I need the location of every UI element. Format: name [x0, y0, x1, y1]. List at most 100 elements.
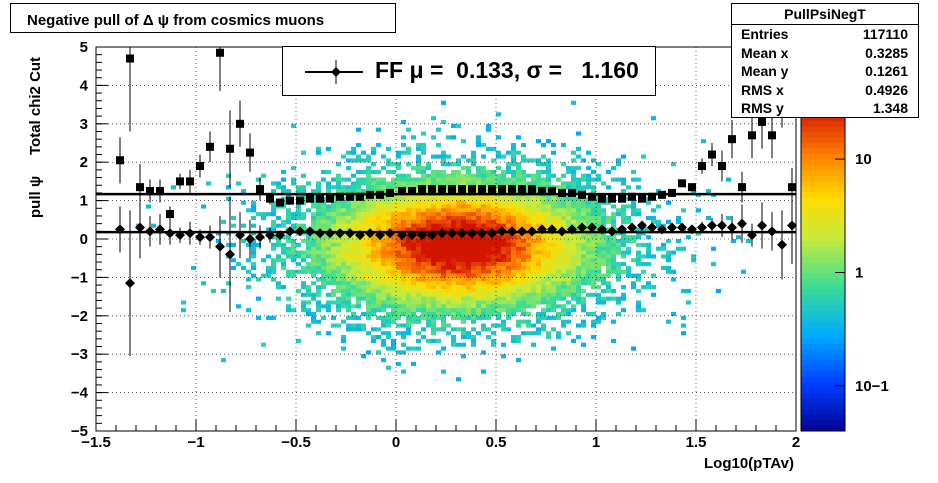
data-point-sigma: [326, 194, 334, 203]
data-point-sigma: [136, 183, 144, 192]
legend-text: FF μ = 0.133, σ = 1.160: [375, 57, 639, 83]
stats-row-entries: Entries 117110: [741, 26, 908, 42]
palette-band: [801, 170, 845, 177]
data-point-mean: [427, 230, 437, 241]
palette-band: [801, 213, 845, 220]
palette-band: [801, 376, 845, 383]
data-point-mean: [375, 230, 385, 241]
data-point-mean: [627, 222, 637, 233]
palette-band: [801, 284, 845, 291]
palette-band: [801, 240, 845, 247]
palette-band: [801, 229, 845, 236]
data-point-mean: [467, 228, 477, 239]
data-point-mean: [185, 228, 195, 239]
data-point-sigma: [266, 194, 274, 203]
palette-band: [801, 219, 845, 226]
data-point-mean: [567, 224, 577, 235]
data-point-sigma: [528, 185, 536, 194]
y-axis-label-right: Total chi2 Cut: [27, 56, 44, 155]
y-tick-label: −5: [71, 423, 88, 440]
palette-band: [801, 257, 845, 264]
palette-band: [801, 224, 845, 231]
data-point-sigma: [356, 192, 364, 201]
data-point-sigma: [418, 185, 426, 194]
palette-band: [801, 126, 845, 133]
palette-band: [801, 115, 845, 122]
data-point-mean: [397, 230, 407, 241]
data-point-sigma: [306, 194, 314, 203]
data-point-mean: [687, 224, 697, 235]
data-point-sigma: [408, 187, 416, 195]
y-tick-label: 5: [80, 39, 88, 56]
palette-band: [801, 164, 845, 171]
data-point-sigma: [448, 185, 456, 194]
data-point-sigma: [698, 162, 706, 171]
data-point-sigma: [146, 187, 154, 195]
data-point-mean: [637, 220, 647, 231]
chart-title: Negative pull of Δ ψ from cosmics muons: [27, 12, 325, 29]
palette-band: [801, 349, 845, 356]
palette-band: [801, 327, 845, 334]
data-point-mean: [155, 224, 165, 235]
stats-row-rms-y: RMS y 1.348: [741, 100, 908, 117]
data-point-sigma: [376, 190, 384, 199]
data-point-sigma: [498, 185, 506, 194]
data-point-mean: [115, 224, 125, 235]
data-point-sigma: [678, 179, 686, 188]
data-point-sigma: [458, 185, 466, 194]
data-point-mean: [165, 228, 175, 239]
data-point-mean: [557, 226, 567, 237]
data-point-mean: [145, 226, 155, 237]
palette-band: [801, 186, 845, 193]
data-point-sigma: [286, 196, 294, 205]
palette-band: [801, 387, 845, 394]
y-axis-label-left: pull ψ: [27, 175, 44, 218]
data-point-sigma: [638, 194, 646, 203]
palette-band: [801, 295, 845, 302]
palette-band: [801, 306, 845, 312]
palette-band: [801, 371, 845, 378]
palette-band: [801, 181, 845, 187]
title-box: Negative pull of Δ ψ from cosmics muons: [10, 3, 396, 33]
data-point-mean: [767, 226, 777, 237]
data-point-mean: [617, 224, 627, 235]
data-point-mean: [527, 226, 537, 237]
data-point-sigma: [386, 188, 394, 197]
x-tick-label: 2: [792, 434, 800, 451]
palette-band: [801, 311, 845, 318]
data-point-mean: [135, 222, 145, 233]
palette-band: [801, 365, 845, 372]
data-point-mean: [265, 230, 275, 241]
x-tick-label: 1.5: [686, 434, 707, 451]
y-tick-label: 3: [80, 116, 88, 133]
data-point-sigma: [196, 162, 204, 171]
palette-band: [801, 137, 845, 144]
data-point-mean: [507, 226, 517, 237]
data-point-sigma: [648, 192, 656, 201]
data-point-sigma: [438, 185, 446, 194]
data-point-mean: [305, 226, 315, 237]
data-point-mean: [537, 224, 547, 235]
data-point-sigma: [618, 194, 626, 203]
x-tick-label: −1.5: [81, 434, 111, 451]
data-point-sigma: [608, 194, 616, 203]
data-point-mean: [577, 222, 587, 233]
palette-band: [801, 289, 845, 296]
palette-band: [801, 148, 845, 155]
fit-lines-layer: [96, 192, 796, 234]
data-point-mean: [295, 226, 305, 237]
data-point-mean: [647, 222, 657, 233]
data-point-sigma: [346, 192, 354, 201]
data-point-mean: [657, 224, 667, 235]
data-point-sigma: [598, 194, 606, 203]
x-tick-label: 1: [592, 434, 600, 451]
palette-band: [801, 262, 845, 269]
palette-band: [801, 403, 845, 410]
data-point-mean: [345, 228, 355, 239]
palette-band: [801, 382, 845, 389]
data-point-mean: [457, 228, 467, 239]
palette-band: [801, 268, 845, 274]
data-point-sigma: [116, 156, 124, 165]
stats-row-rms-x: RMS x 0.4926: [741, 81, 908, 98]
